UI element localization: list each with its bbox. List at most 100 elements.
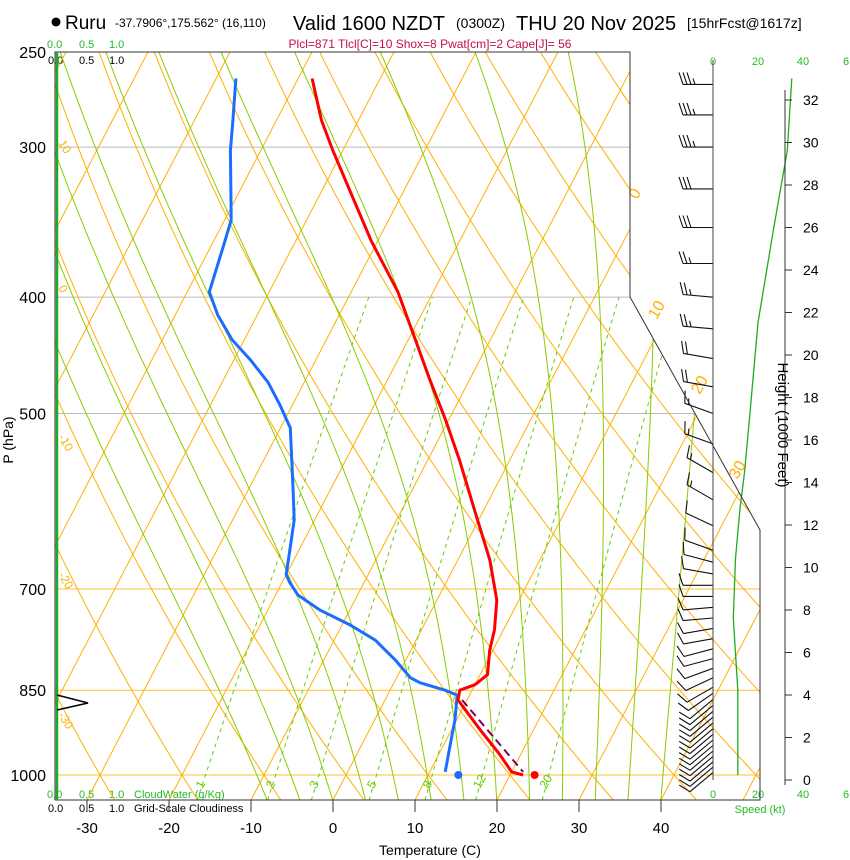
wind-barb [682, 541, 714, 563]
height-tick-label: 32 [803, 92, 819, 108]
wind-barb [678, 766, 714, 787]
height-tick-label: 16 [803, 432, 819, 448]
mixing-ratio-line [475, 297, 620, 800]
cloudiness-tick: 1.0 [109, 55, 124, 67]
height-tick-label: 0 [803, 772, 811, 788]
cloudwater-tick: 0.5 [79, 789, 94, 801]
wind-barb [677, 692, 714, 711]
wind-barb [676, 655, 714, 667]
moist-adiabat-line [211, 52, 465, 800]
cloudwater-tick: 0.5 [79, 39, 94, 51]
isotherm-line [496, 52, 760, 800]
isotherm-label: 10 [645, 298, 669, 322]
moist-adiabat-line [150, 52, 432, 800]
wind-barb [678, 573, 713, 586]
wind-barb [681, 556, 714, 575]
wind-barb [676, 677, 714, 691]
isotherm-line [55, 52, 406, 800]
height-axis-label: Height (1000 Feet) [774, 362, 791, 487]
wind-barb [678, 728, 714, 749]
mixing-ratio-line [310, 297, 473, 800]
valid-time: Valid 1600 NZDT [293, 13, 445, 35]
isotherm-line [86, 52, 488, 800]
speed-tick: 6 [843, 789, 849, 801]
height-tick-label: 2 [803, 730, 811, 746]
temperature-line [310, 78, 524, 777]
pressure-tick-label: 1000 [10, 768, 46, 785]
wind-barb [678, 745, 714, 766]
adiabat-label: 10 [55, 138, 74, 157]
dry-adiabat-line [200, 52, 698, 800]
dry-adiabat-line [90, 52, 531, 800]
cloudiness-tick: 0.0 [48, 803, 63, 815]
speed-tick: 20 [752, 789, 764, 801]
wind-barb [677, 686, 714, 703]
wind-barb [686, 472, 714, 501]
mixing-ratio-label: 20 [537, 772, 556, 791]
dry-adiabat-line [145, 52, 615, 800]
wind-barb [679, 282, 714, 298]
dry-adiabat-line [55, 52, 448, 800]
cloudwater-tick: 1.0 [109, 39, 124, 51]
wind-barb [678, 771, 714, 793]
height-tick-label: 8 [803, 602, 811, 618]
height-tick-label: 14 [803, 475, 819, 491]
height-tick-label: 26 [803, 220, 819, 236]
wind-barb [681, 369, 714, 388]
dewpoint-line [207, 78, 459, 773]
station-coords: -37.7906°,175.562° (16,110) [115, 16, 266, 30]
dry-adiabat-line [472, 52, 760, 800]
speed-tick: 40 [797, 56, 809, 68]
moist-adiabat-line [55, 52, 268, 800]
x-tick-label: 40 [653, 820, 670, 837]
height-tick-label: 20 [803, 347, 819, 363]
isotherm-line [55, 52, 324, 800]
height-tick-label: 24 [803, 262, 819, 278]
moist-adiabat-line [55, 52, 367, 800]
x-tick-label: 0 [329, 820, 337, 837]
speed-tick: 0 [710, 789, 716, 801]
dry-adiabat-line [745, 52, 760, 800]
x-axis-label: Temperature (C) [379, 842, 481, 858]
station-name: Ruru [65, 13, 106, 34]
wind-barb [678, 134, 713, 148]
pressure-level-marker-icon [56, 694, 89, 711]
isotherm-label: 30 [726, 458, 750, 482]
wind-barb [681, 340, 714, 360]
wind-barb [678, 584, 713, 597]
mixing-ratio-line [368, 297, 525, 800]
wind-barb [678, 722, 714, 743]
y-axis-label: P (hPa) [0, 416, 16, 463]
x-tick-label: 10 [407, 820, 424, 837]
wind-barb [678, 215, 713, 229]
moist-adiabat-line [55, 52, 334, 800]
height-tick-label: 30 [803, 135, 819, 151]
mixing-ratio-line [196, 297, 370, 800]
wind-barb [685, 500, 714, 527]
wind-barb [678, 750, 714, 771]
forecast-info: [15hrFcst@1617z] [687, 15, 802, 31]
height-tick-label: 6 [803, 645, 811, 661]
moist-adiabat-line [660, 52, 719, 800]
x-tick-label: 30 [571, 820, 588, 837]
station-marker-icon [51, 17, 61, 27]
x-tick-label: -30 [76, 820, 98, 837]
isotherm-line [742, 52, 760, 800]
moist-adiabat-line [370, 52, 531, 800]
moist-adiabat-line [97, 52, 399, 800]
speed-tick: 40 [797, 789, 809, 801]
pressure-tick-label: 850 [19, 683, 46, 700]
wind-barb [677, 622, 714, 635]
wind-barb [678, 176, 713, 190]
wind-barb [678, 72, 713, 85]
wind-barb [678, 704, 714, 726]
wind-barb [678, 698, 714, 720]
dry-adiabat-line [55, 52, 365, 800]
mixing-ratio-line [267, 297, 433, 800]
wind-barb [679, 313, 714, 330]
dry-adiabat-line [309, 52, 760, 800]
wind-barb [678, 710, 714, 732]
height-tick-label: 22 [803, 305, 819, 321]
height-tick-label: 12 [803, 517, 819, 533]
